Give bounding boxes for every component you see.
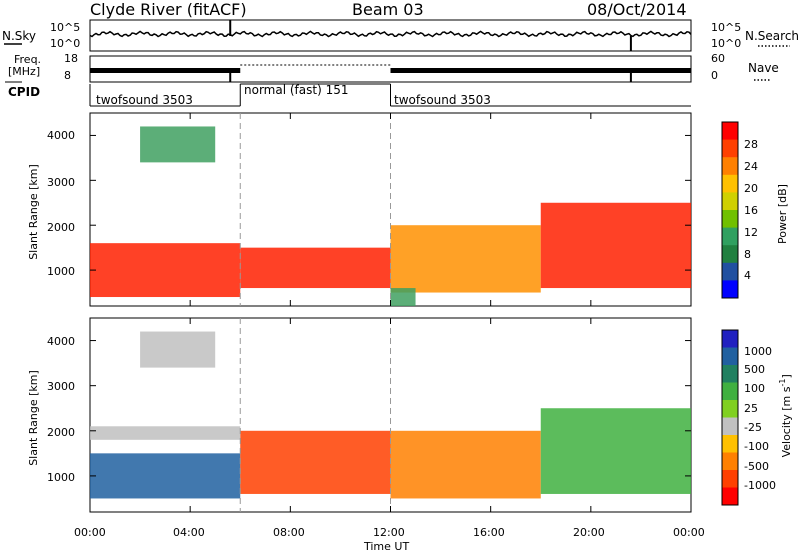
velocity-band-2	[240, 430, 391, 494]
power-cbar-tick-12: 12	[744, 226, 758, 239]
velocity-cbar-tick-500: 500	[744, 363, 765, 376]
cpid-segment-2: normal (fast) 151	[244, 83, 349, 97]
xtick-6: 00:00	[673, 526, 705, 539]
velocity-cbar-seg-6	[722, 417, 738, 436]
power-cbar-seg-3	[722, 157, 738, 176]
xtick-0: 00:00	[74, 526, 106, 539]
power-cbar-tick-16: 16	[744, 204, 758, 217]
power-cbar-tick-24: 24	[744, 160, 758, 173]
velocity-cbar-frame	[721, 329, 739, 506]
noise-trace	[89, 30, 692, 38]
velocity-cbar-seg-1	[722, 330, 738, 348]
date-title: 08/Oct/2014	[587, 0, 687, 19]
nsearch-label: N.Search	[745, 29, 800, 43]
nsky-tick-top: 10^5	[50, 21, 81, 34]
freq-label: Freq.	[14, 53, 42, 66]
power-cbar-seg-9	[722, 262, 738, 281]
power-band-5	[140, 126, 216, 163]
velocity-band-1	[90, 453, 241, 499]
velocity-band-6	[140, 331, 216, 368]
xtick-2: 08:00	[273, 526, 305, 539]
velocity-cbar-seg-4	[722, 382, 738, 401]
power-ytick-1000: 1000	[47, 265, 75, 278]
velocity-cbar-seg-10	[722, 487, 738, 506]
xtick-1: 04:00	[173, 526, 205, 539]
velocity-ytick-4000: 4000	[47, 335, 75, 348]
nsearch-tick-top: 10^5	[711, 21, 742, 34]
velocity-cbar-seg-2	[722, 347, 738, 366]
velocity-ylabel: Slant Range [km]	[27, 370, 40, 466]
power-band-4	[540, 202, 691, 289]
velocity-cbar-tick-m500: -500	[744, 460, 769, 473]
velocity-cbar-tick-100: 100	[744, 382, 765, 395]
power-cbar-seg-2	[722, 139, 738, 158]
power-cbar-seg-8	[722, 245, 738, 264]
cpid-segment-1: twofsound 3503	[96, 93, 193, 107]
nave-tick-top: 60	[711, 52, 725, 65]
velocity-cbar-seg-8	[722, 452, 738, 471]
velocity-ytick-1000: 1000	[47, 471, 75, 484]
power-cbar-seg-6	[722, 210, 738, 229]
power-cbar-label: Power [dB]	[776, 184, 789, 244]
power-cbar-tick-4: 4	[744, 269, 751, 282]
freq-band-1	[90, 68, 241, 73]
nave-label: Nave	[748, 61, 779, 75]
power-ytick-2000: 2000	[47, 221, 75, 234]
velocity-cbar-tick-m1000: -1000	[744, 479, 776, 492]
xtick-5: 20:00	[573, 526, 605, 539]
station-title: Clyde River (fitACF)	[90, 0, 247, 19]
beam-title: Beam 03	[352, 0, 424, 19]
power-band-1	[90, 243, 241, 298]
power-cbar-seg-1	[722, 122, 738, 141]
xaxis-label: Time UT	[364, 540, 410, 553]
nsky-tick-bottom: 10^0	[50, 37, 81, 50]
power-band-6	[390, 288, 416, 306]
velocity-cbar-tick-m25: -25	[744, 421, 762, 434]
power-cbar-seg-10	[722, 280, 738, 299]
velocity-band-5	[90, 426, 241, 440]
velocity-band-4	[540, 408, 691, 494]
cpid-segment-3: twofsound 3503	[394, 93, 491, 107]
power-band-3	[390, 225, 541, 293]
power-cbar-tick-20: 20	[744, 182, 758, 195]
power-cbar-seg-7	[722, 227, 738, 246]
velocity-cbar-seg-3	[722, 365, 738, 383]
velocity-cbar-tick-25: 25	[744, 402, 758, 415]
power-cbar-tick-8: 8	[744, 248, 751, 261]
velocity-cbar-tick-m100: -100	[744, 440, 769, 453]
power-ytick-4000: 4000	[47, 129, 75, 142]
power-cbar-frame	[721, 121, 739, 299]
power-band-2	[240, 247, 391, 289]
velocity-cbar-seg-9	[722, 470, 738, 488]
velocity-cbar-label: Velocity [m s-1]	[778, 374, 793, 458]
nsky-label: N.Sky	[2, 29, 37, 43]
velocity-ytick-2000: 2000	[47, 426, 75, 439]
power-cbar-seg-5	[722, 192, 738, 211]
velocity-band-3	[390, 430, 541, 499]
power-cbar-tick-28: 28	[744, 138, 758, 151]
nsearch-tick-bottom: 10^0	[711, 37, 742, 50]
nave-tick-bottom: 0	[711, 69, 718, 82]
velocity-cbar-seg-5	[722, 400, 738, 418]
power-ytick-3000: 3000	[47, 176, 75, 189]
velocity-ytick-3000: 3000	[47, 380, 75, 393]
velocity-cbar-tick-1000: 1000	[744, 345, 772, 358]
xtick-4: 16:00	[473, 526, 505, 539]
freq-band-3	[390, 68, 691, 73]
freq-unit: [MHz]	[8, 65, 41, 78]
power-ylabel: Slant Range [km]	[27, 164, 40, 260]
power-cbar-seg-4	[722, 174, 738, 193]
cpid-label: CPID	[8, 85, 41, 99]
freq-tick-bottom: 8	[64, 69, 71, 82]
xtick-3: 12:00	[373, 526, 405, 539]
velocity-cbar-seg-7	[722, 435, 738, 453]
freq-tick-top: 18	[64, 52, 78, 65]
